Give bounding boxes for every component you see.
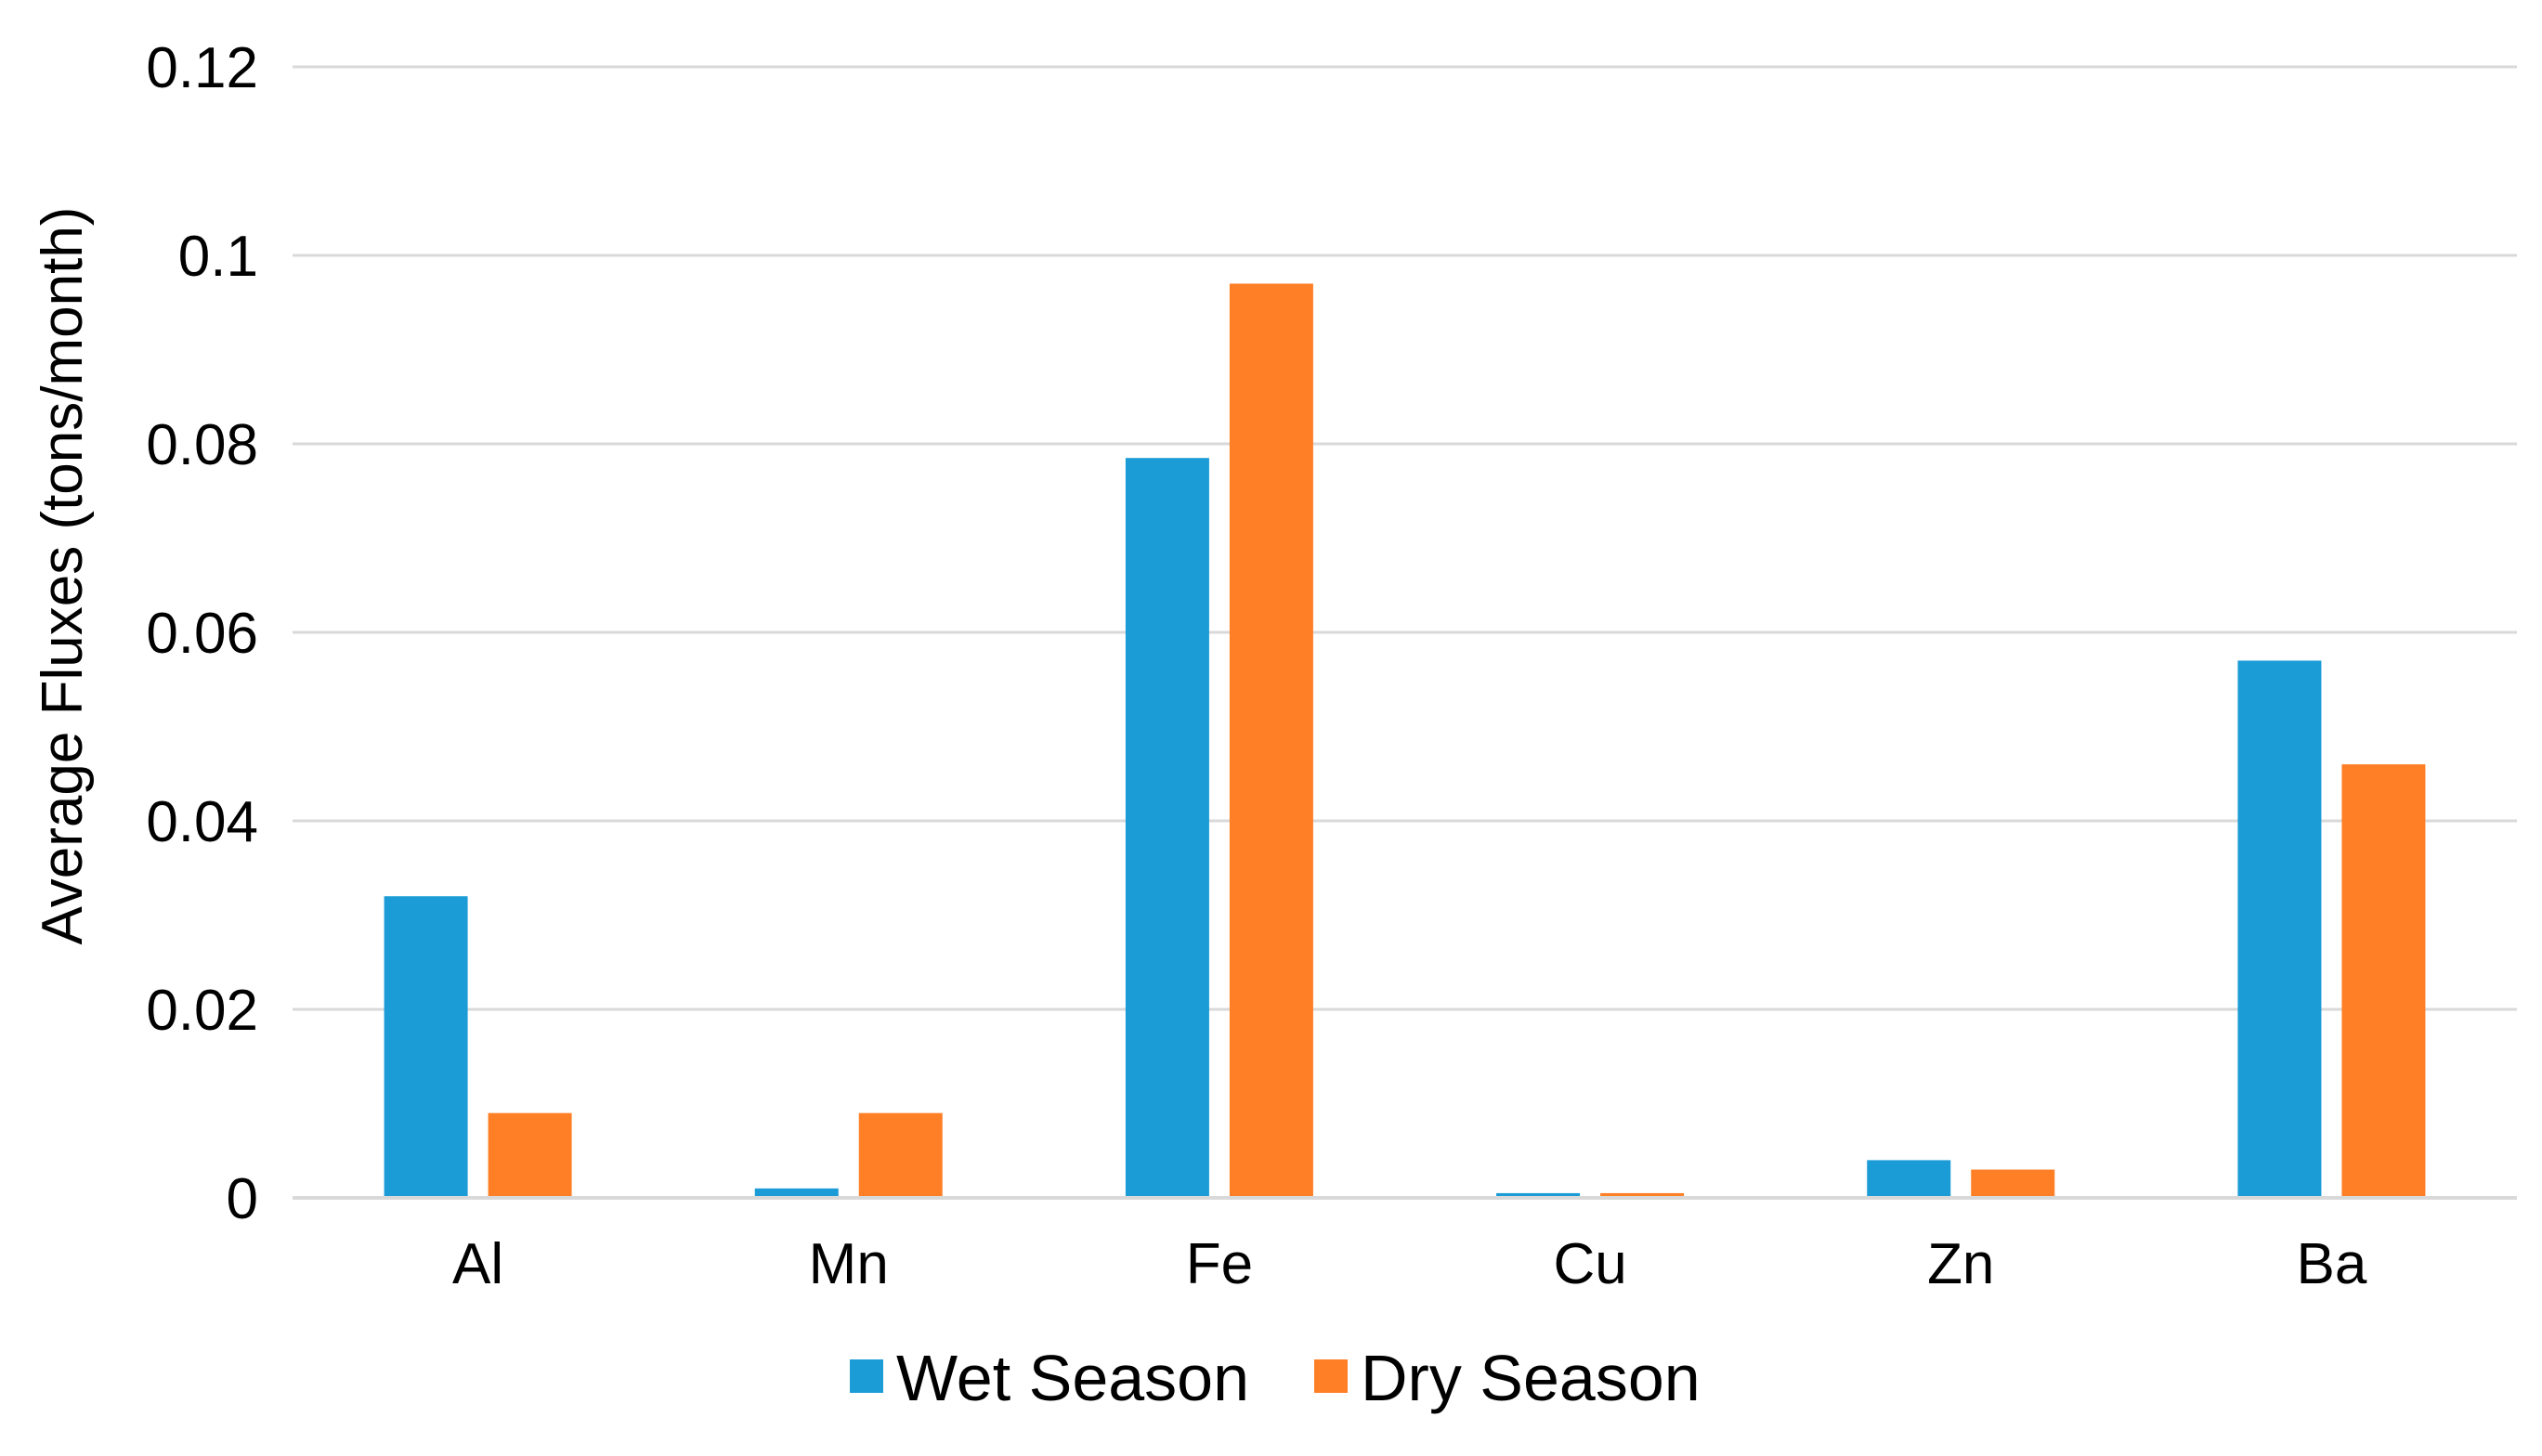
y-axis-title: Average Fluxes (tons/month) bbox=[31, 207, 95, 945]
bar-dry-season-al bbox=[488, 1112, 572, 1198]
x-tick-label: Fe bbox=[1186, 1232, 1253, 1296]
bar-dry-season-ba bbox=[2341, 764, 2426, 1198]
gridlines bbox=[293, 65, 2517, 1011]
x-tick-label: Cu bbox=[1553, 1232, 1626, 1296]
bar-wet-season-mn bbox=[754, 1188, 839, 1198]
bar-wet-season-fe bbox=[1125, 458, 1209, 1199]
axes: 0 0.02 0.04 0.06 0.08 0.1 0.12 Al Mn Fe Cu Zn Ba bbox=[146, 36, 2517, 1296]
y-tick-label: 0.08 bbox=[146, 413, 258, 477]
x-tick-label: Zn bbox=[1927, 1232, 1994, 1296]
bars bbox=[384, 283, 2426, 1199]
y-tick-label: 0.1 bbox=[178, 225, 258, 289]
bar-wet-season-ba bbox=[2237, 660, 2322, 1198]
y-tick-label: 0.02 bbox=[146, 979, 258, 1043]
y-tick-label: 0.04 bbox=[146, 790, 258, 854]
legend-label: Wet Season bbox=[896, 1342, 1249, 1414]
bar-dry-season-fe bbox=[1229, 283, 1313, 1198]
legend-label: Dry Season bbox=[1361, 1342, 1701, 1414]
x-tick-label: Mn bbox=[809, 1232, 889, 1296]
y-tick-label: 0.12 bbox=[146, 36, 258, 100]
legend-swatch-wet-season bbox=[850, 1359, 883, 1393]
y-tick-label: 0 bbox=[227, 1167, 258, 1231]
legend-swatch-dry-season bbox=[1314, 1359, 1348, 1393]
bar-dry-season-mn bbox=[858, 1112, 943, 1198]
bar-wet-season-cu bbox=[1496, 1192, 1581, 1198]
bar-wet-season-al bbox=[384, 896, 468, 1198]
y-tick-label: 0.06 bbox=[146, 602, 258, 666]
x-tick-label: Ba bbox=[2296, 1232, 2366, 1296]
bar-wet-season-zn bbox=[1867, 1160, 1951, 1198]
x-tick-label: Al bbox=[452, 1232, 503, 1296]
legend: Wet Season Dry Season bbox=[850, 1342, 1701, 1414]
bar-dry-season-cu bbox=[1600, 1192, 1685, 1198]
bar-dry-season-zn bbox=[1971, 1169, 2055, 1198]
